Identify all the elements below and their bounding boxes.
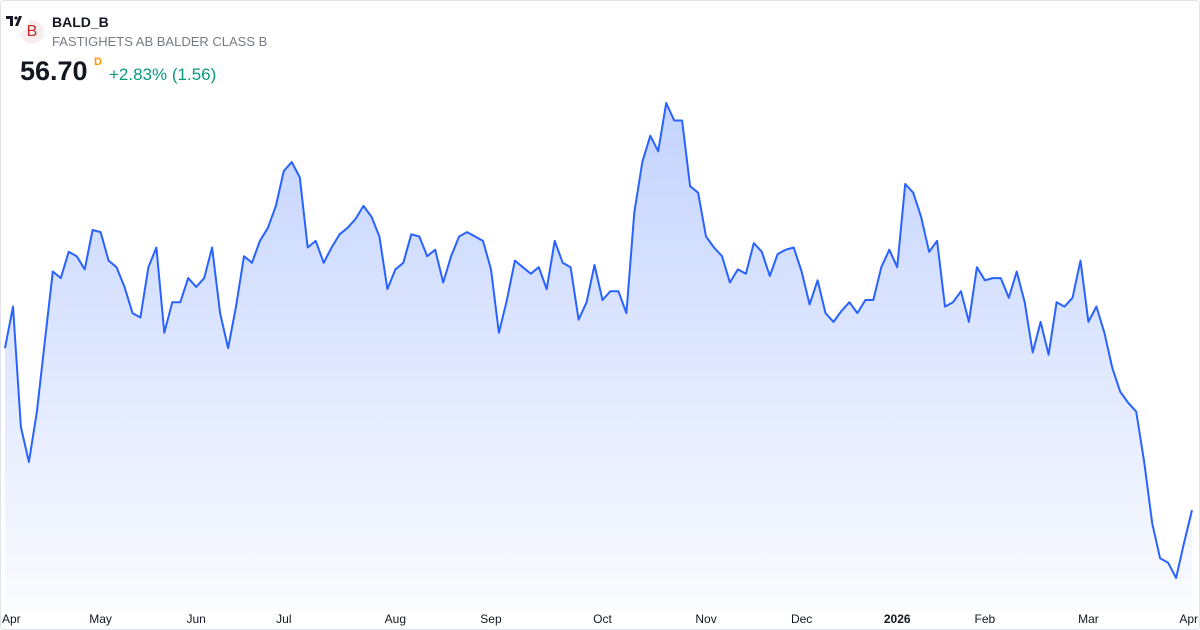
description: FASTIGHETS AB BALDER CLASS B — [52, 34, 268, 49]
x-tick-label: Dec — [791, 612, 812, 626]
interval: D — [94, 56, 102, 68]
x-tick-label: Apr — [1179, 612, 1198, 626]
price-line — [4, 102, 1193, 579]
price-change: +2.83% (1.56) — [109, 65, 217, 84]
x-tick-label: Aug — [385, 612, 406, 626]
x-tick-label: 2026 — [884, 612, 911, 626]
area-fill — [5, 103, 1192, 611]
x-tick-label: Oct — [593, 612, 612, 626]
x-tick-label: Sep — [480, 612, 502, 626]
symbol[interactable]: BALD_B — [52, 14, 109, 30]
x-tick-label: Apr — [2, 612, 21, 626]
x-tick-label: Jul — [276, 612, 291, 626]
x-tick-label: May — [89, 612, 112, 626]
x-tick-label: Mar — [1078, 612, 1099, 626]
last-price: 56.70 — [20, 56, 88, 86]
tradingview-logo[interactable] — [1, 9, 29, 33]
x-tick-label: Nov — [695, 612, 716, 626]
x-tick-label: Jun — [187, 612, 206, 626]
x-tick-label: Feb — [975, 612, 996, 626]
